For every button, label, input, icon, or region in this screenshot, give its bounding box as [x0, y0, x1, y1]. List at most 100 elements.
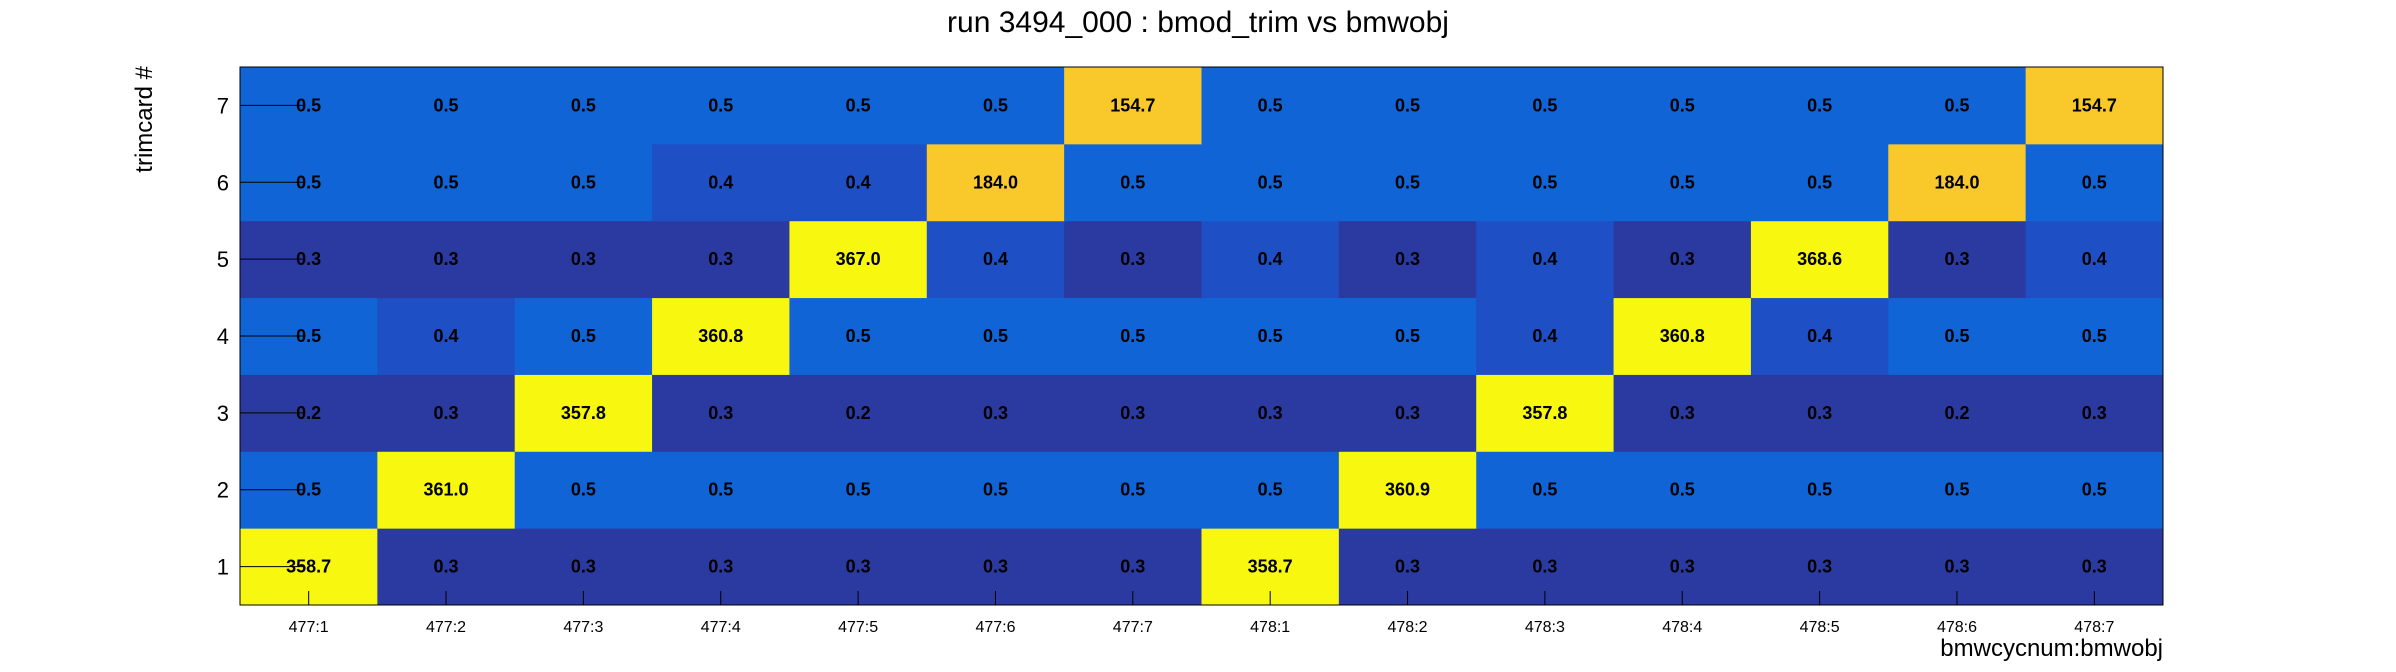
- heatmap-cell: [1888, 67, 2027, 145]
- heatmap-cell: [2025, 297, 2164, 375]
- heatmap-cell: [1613, 67, 1752, 145]
- cell-value-label: 0.4: [846, 172, 871, 192]
- cell-value-label: 0.3: [1670, 557, 1695, 577]
- heatmap-cell: [1064, 451, 1202, 529]
- cell-value-label: 360.8: [698, 326, 743, 346]
- cell-value-label: 0.5: [1807, 172, 1832, 192]
- heatmap-cell: [1201, 297, 1340, 375]
- cell-value-label: 0.5: [1532, 480, 1557, 500]
- heatmap-cell: [1476, 143, 1615, 222]
- heatmap-cell: [1201, 67, 1340, 145]
- y-tick-label: 4: [217, 324, 229, 349]
- cell-value-label: 0.5: [296, 480, 321, 500]
- cell-value-label: 0.5: [708, 480, 733, 500]
- heatmap-cell: [1201, 451, 1340, 529]
- heatmap-cell: [1476, 374, 1615, 452]
- cell-value-label: 358.7: [1248, 557, 1293, 577]
- heatmap-cell: [1338, 220, 1477, 299]
- heatmap-cell: [1476, 67, 1615, 145]
- cell-value-label: 0.3: [1944, 557, 1969, 577]
- cell-value-label: 0.3: [1120, 557, 1145, 577]
- heatmap-cell: [377, 451, 516, 529]
- cell-value-label: 358.7: [286, 557, 331, 577]
- heatmap-cell: [2025, 143, 2164, 222]
- cell-value-label: 0.4: [1807, 326, 1832, 346]
- cell-value-label: 0.5: [571, 172, 596, 192]
- cell-value-label: 0.5: [296, 172, 321, 192]
- cell-value-label: 0.3: [1532, 557, 1557, 577]
- heatmap-cell: [1338, 67, 1477, 145]
- cell-value-label: 0.5: [571, 326, 596, 346]
- cell-value-label: 184.0: [1934, 172, 1979, 192]
- x-tick-label: 478:6: [1937, 619, 1977, 636]
- heatmap-cell: [377, 297, 516, 375]
- heatmap-cell: [1476, 297, 1615, 375]
- x-tick-label: 477:1: [289, 619, 329, 636]
- cell-value-label: 0.5: [1944, 326, 1969, 346]
- cell-value-label: 0.5: [1258, 326, 1283, 346]
- x-tick-label: 477:3: [563, 619, 603, 636]
- cell-value-label: 0.5: [434, 172, 459, 192]
- cell-value-label: 154.7: [2072, 95, 2117, 115]
- x-tick-label: 478:4: [1662, 619, 1702, 636]
- cell-value-label: 0.3: [983, 557, 1008, 577]
- cell-value-label: 0.3: [2082, 557, 2107, 577]
- x-tick-label: 477:5: [838, 619, 878, 636]
- cell-value-label: 154.7: [1110, 95, 1155, 115]
- x-tick-label: 478:7: [2074, 619, 2114, 636]
- y-tick-label: 5: [217, 247, 229, 272]
- heatmap-cell: [1613, 451, 1752, 529]
- heatmap-cell: [514, 220, 653, 299]
- y-tick-label: 1: [217, 555, 229, 580]
- heatmap-cell: [926, 451, 1065, 529]
- cell-value-label: 0.2: [296, 403, 321, 423]
- x-tick-label: 477:6: [975, 619, 1015, 636]
- heatmap-cell: [2025, 220, 2164, 299]
- cell-value-label: 0.5: [571, 95, 596, 115]
- heatmap-cell: [1064, 297, 1202, 375]
- heatmap-cell: [789, 297, 928, 375]
- heatmap-cell: [514, 451, 653, 529]
- cell-value-label: 0.4: [434, 326, 459, 346]
- heatmap-cell: [1338, 143, 1477, 222]
- cell-value-label: 0.4: [983, 249, 1008, 269]
- cell-value-label: 0.3: [1670, 403, 1695, 423]
- heatmap-cell: [652, 297, 790, 375]
- x-tick-label: 477:7: [1113, 619, 1153, 636]
- cell-value-label: 0.2: [1944, 403, 1969, 423]
- heatmap-cell: [1064, 374, 1202, 452]
- cell-value-label: 0.5: [296, 326, 321, 346]
- cell-value-label: 0.2: [846, 403, 871, 423]
- cell-value-label: 0.5: [1258, 95, 1283, 115]
- heatmap-cell: [377, 220, 516, 299]
- heatmap-cell: [1338, 374, 1477, 452]
- cell-value-label: 0.5: [1258, 480, 1283, 500]
- heatmap-cell: [789, 143, 928, 222]
- heatmap-cell: [1613, 220, 1752, 299]
- cell-value-label: 0.4: [1532, 326, 1557, 346]
- heatmap-cell: [1750, 451, 1889, 529]
- cell-value-label: 0.5: [1120, 326, 1145, 346]
- heatmap-cell: [1201, 374, 1340, 452]
- cell-value-label: 0.5: [1395, 95, 1420, 115]
- heatmap-cell: [1888, 297, 2027, 375]
- cell-value-label: 0.3: [434, 249, 459, 269]
- cell-value-label: 0.4: [1532, 249, 1557, 269]
- heatmap-cell: [1888, 143, 2027, 222]
- heatmap-cell: [652, 143, 790, 222]
- heatmap-cell: [2025, 374, 2164, 452]
- heatmap-cell: [1613, 297, 1752, 375]
- heatmap-cell: [926, 67, 1065, 145]
- heatmap-cell: [789, 67, 928, 145]
- cell-value-label: 0.3: [434, 403, 459, 423]
- x-tick-label: 477:2: [426, 619, 466, 636]
- plot-area: 358.7 0.3 0.3 0.3 0.3 0.3 0.3 358.7 0.3 0.3 0.3 0.3…: [239, 66, 2164, 606]
- cell-value-label: 0.5: [1258, 172, 1283, 192]
- cell-value-label: 0.3: [846, 557, 871, 577]
- cell-value-label: 0.5: [1120, 480, 1145, 500]
- cell-value-label: 0.3: [1120, 403, 1145, 423]
- x-axis-label: bmwcycnum:bmwobj: [1940, 635, 2163, 662]
- cell-value-label: 0.5: [1532, 95, 1557, 115]
- cell-value-label: 0.5: [2082, 480, 2107, 500]
